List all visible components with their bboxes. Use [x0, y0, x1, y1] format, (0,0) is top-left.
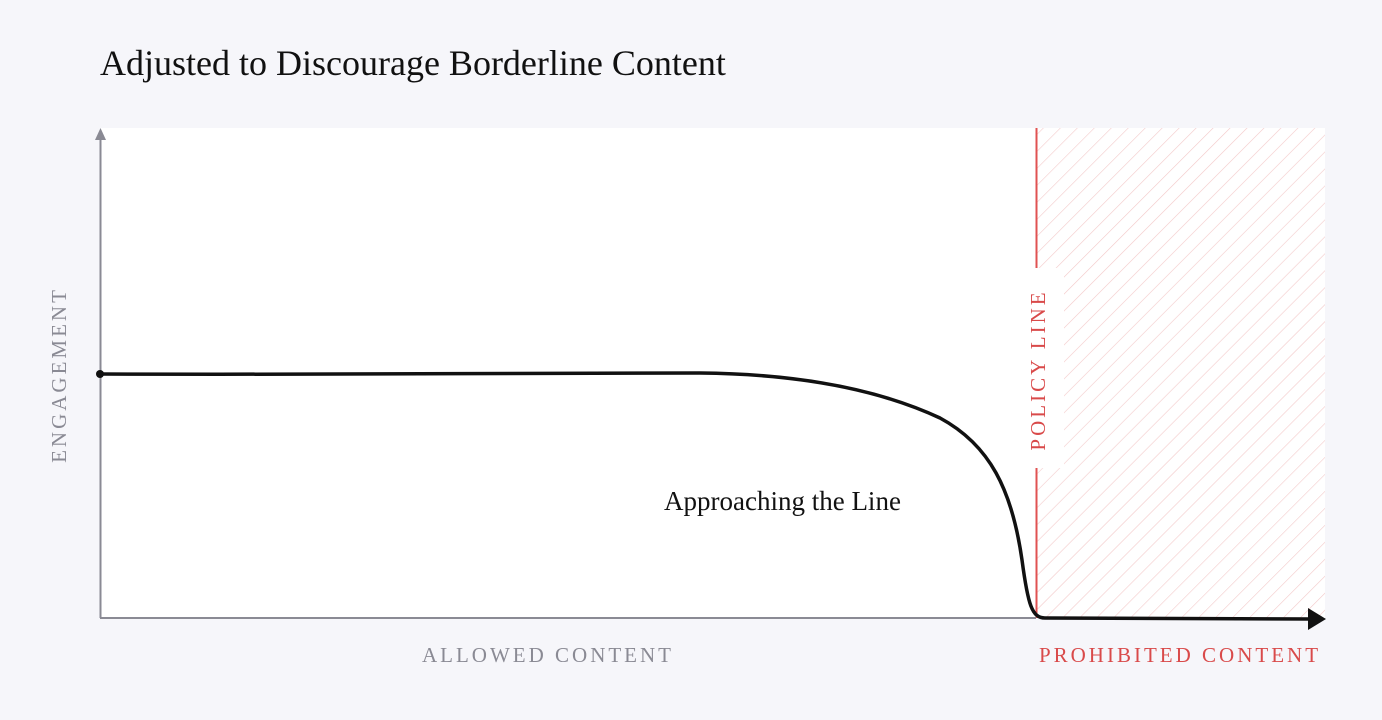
annotation: Approaching the Line — [664, 486, 901, 516]
x-label-prohibited: PROHIBITED CONTENT — [1039, 643, 1321, 667]
policy-label-bg — [1022, 268, 1064, 468]
curve-start — [96, 370, 104, 378]
y-axis-arrow — [95, 128, 106, 140]
prohibited-zone — [1036, 128, 1325, 618]
y-axis-label: ENGAGEMENT — [47, 287, 71, 463]
policy-line-label: POLICY LINE — [1026, 289, 1050, 450]
engagement-curve — [98, 371, 1314, 621]
x-label-allowed: ALLOWED CONTENT — [422, 643, 674, 667]
title: Adjusted to Discourage Borderline Conten… — [100, 43, 726, 83]
x-axis-arrow — [1308, 608, 1326, 630]
